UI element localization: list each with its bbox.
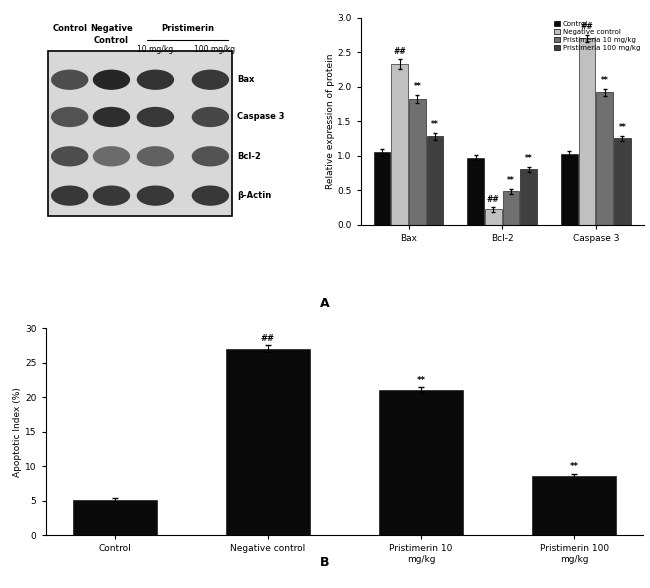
Ellipse shape (136, 146, 174, 166)
Text: **: ** (507, 176, 515, 185)
Text: **: ** (413, 82, 421, 92)
Text: A: A (320, 297, 330, 310)
Bar (614, 138, 630, 225)
Ellipse shape (192, 185, 229, 206)
Text: Bcl-2: Bcl-2 (237, 152, 261, 161)
Ellipse shape (93, 107, 130, 127)
Ellipse shape (136, 107, 174, 127)
Legend: Control, Negative control, Pristimeria 10 mg/kg, Pristimeria 100 mg/kg: Control, Negative control, Pristimeria 1… (551, 18, 643, 54)
Text: Control: Control (94, 36, 129, 45)
Ellipse shape (93, 69, 130, 90)
Text: ##: ## (580, 22, 593, 31)
Bar (596, 92, 613, 225)
Text: 10 mg/kg: 10 mg/kg (137, 45, 174, 54)
Bar (521, 169, 537, 225)
Bar (391, 64, 408, 225)
Bar (532, 476, 616, 535)
FancyBboxPatch shape (47, 51, 232, 216)
Y-axis label: Apoptotic Index (%): Apoptotic Index (%) (13, 387, 22, 476)
Bar (379, 390, 463, 535)
Ellipse shape (51, 185, 88, 206)
Bar (427, 136, 443, 225)
Text: Pristimerin: Pristimerin (161, 24, 214, 33)
Ellipse shape (192, 146, 229, 166)
Bar (73, 500, 157, 535)
Ellipse shape (51, 69, 88, 90)
Text: Caspase 3: Caspase 3 (237, 112, 284, 122)
Text: Negative: Negative (90, 24, 133, 33)
Bar (485, 209, 502, 225)
Y-axis label: Relative expression of protein: Relative expression of protein (326, 54, 335, 189)
Ellipse shape (192, 107, 229, 127)
Text: B: B (320, 556, 330, 569)
Ellipse shape (51, 107, 88, 127)
Ellipse shape (192, 69, 229, 90)
Ellipse shape (136, 185, 174, 206)
Text: **: ** (618, 123, 626, 132)
Bar (502, 192, 519, 225)
Text: ##: ## (487, 195, 500, 204)
Text: 100 mg/kg: 100 mg/kg (194, 45, 235, 54)
Text: **: ** (417, 376, 426, 385)
Text: ##: ## (261, 333, 275, 343)
Bar (374, 152, 391, 225)
Text: Control: Control (52, 24, 87, 33)
Bar (561, 154, 578, 225)
Bar (467, 158, 484, 225)
Bar (226, 349, 310, 535)
Bar (578, 38, 595, 225)
Text: ##: ## (393, 46, 406, 56)
Text: **: ** (569, 462, 578, 471)
Ellipse shape (51, 146, 88, 166)
Text: **: ** (431, 121, 439, 129)
Ellipse shape (93, 146, 130, 166)
Text: **: ** (601, 76, 608, 85)
Ellipse shape (93, 185, 130, 206)
Bar (409, 99, 426, 225)
Text: **: ** (525, 154, 532, 163)
Text: Bax: Bax (237, 75, 254, 84)
Ellipse shape (136, 69, 174, 90)
Text: β-Actin: β-Actin (237, 191, 271, 200)
